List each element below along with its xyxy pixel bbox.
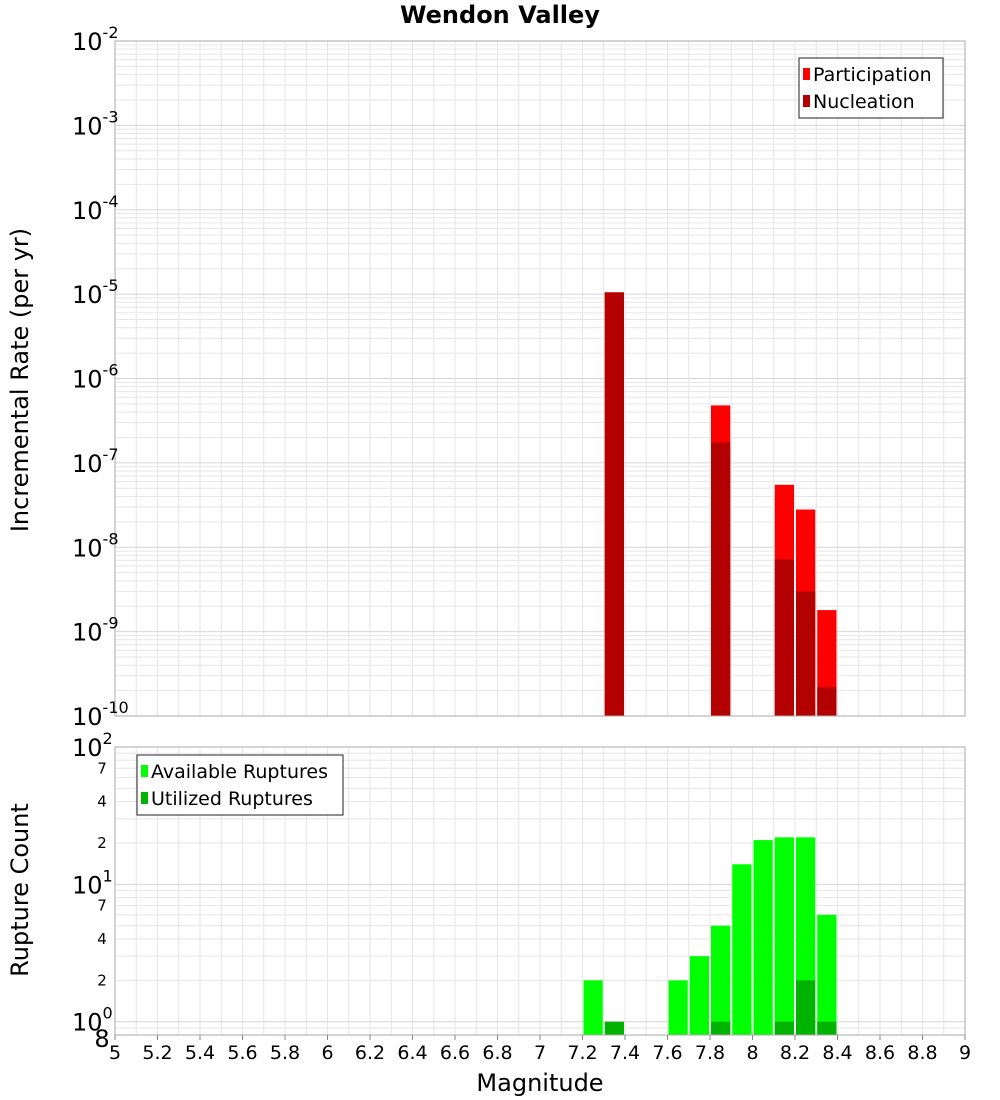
bar-available-ruptures: [711, 925, 731, 1035]
y-tick-label: 101: [72, 866, 113, 899]
legend-box: [136, 754, 344, 816]
bar-nucleation: [604, 292, 624, 716]
y-axis-label: Rupture Count: [6, 803, 34, 977]
legend-swatch: [141, 792, 148, 804]
y-minor-tick-label: 8: [94, 1025, 109, 1053]
legend-label: Participation: [813, 64, 932, 86]
x-tick-label: 9: [959, 1042, 971, 1064]
legend-swatch: [803, 95, 810, 107]
x-tick-label: 6: [321, 1042, 333, 1064]
y-tick-label: 10-10: [72, 698, 129, 731]
bar-available-ruptures: [689, 956, 709, 1035]
x-tick-label: 5: [109, 1042, 121, 1064]
rate-panel: 10-10 10-9 10-8 10-7 10-6 10-5 10-4 10-3 10-2 Inc…: [6, 23, 966, 731]
x-tick-label: 7.8: [695, 1042, 725, 1064]
legend-label: Utilized Ruptures: [151, 788, 313, 810]
y-axis-label: Incremental Rate (per yr): [6, 228, 34, 532]
x-tick-label: 5.6: [227, 1042, 257, 1064]
x-tick-label: 5.4: [185, 1042, 215, 1064]
x-tick-label: 8.2: [780, 1042, 810, 1064]
chart-title: Wendon Valley: [400, 1, 600, 29]
y-tick-label: 10-5: [72, 276, 119, 309]
bar-nucleation: [711, 442, 731, 716]
x-tick-label: 8.8: [907, 1042, 937, 1064]
y-tick-label: 10-2: [72, 23, 119, 56]
bar-available-ruptures: [668, 980, 688, 1035]
y-tick-label: 10-9: [72, 614, 119, 647]
x-tick-label: 8.6: [865, 1042, 895, 1064]
bar-utilized-ruptures: [604, 1021, 624, 1035]
y-minor-tick-label: 7: [97, 759, 107, 777]
bar-available-ruptures: [817, 914, 837, 1035]
x-tick-label: 6.6: [440, 1042, 470, 1064]
legend-label: Nucleation: [813, 91, 915, 113]
bar-available-ruptures: [774, 837, 794, 1035]
x-axis-label: Magnitude: [476, 1069, 603, 1097]
y-tick-label: 10-4: [72, 192, 119, 225]
y-minor-tick-label: 7: [97, 897, 107, 915]
x-tick-label: 6.8: [482, 1042, 512, 1064]
bar-nucleation: [774, 559, 794, 716]
y-tick-label: 10-8: [72, 529, 119, 562]
bar-available-ruptures: [732, 864, 752, 1035]
x-tick-label: 5.8: [270, 1042, 300, 1064]
y-tick-label: 100: [72, 1004, 113, 1037]
x-tick-label: 7.6: [652, 1042, 682, 1064]
legend-label: Available Ruptures: [151, 761, 328, 783]
y-minor-tick-label: 2: [97, 834, 107, 852]
bar-utilized-ruptures: [711, 1021, 731, 1035]
x-tick-label: 6.4: [397, 1042, 427, 1064]
x-tick-label: 7.4: [610, 1042, 640, 1064]
y-tick-label: 102: [72, 729, 113, 762]
legend-swatch: [803, 68, 810, 80]
y-tick-label: 10-7: [72, 445, 119, 478]
bar-available-ruptures: [583, 980, 603, 1035]
bar-utilized-ruptures: [774, 1021, 794, 1035]
x-tick-label: 8: [746, 1042, 758, 1064]
y-tick-label: 10-3: [72, 107, 119, 140]
x-tick-label: 7: [534, 1042, 546, 1064]
x-tick-label: 5.2: [142, 1042, 172, 1064]
y-tick-label: 10-6: [72, 361, 119, 394]
x-tick-label: 7.2: [567, 1042, 597, 1064]
bar-utilized-ruptures: [817, 1021, 837, 1035]
count-panel: 100 101 102 8 2 4 7 2 4 7 Rupture Count Available R…: [6, 729, 966, 1053]
y-minor-tick-label: 4: [97, 793, 107, 811]
bar-utilized-ruptures: [796, 980, 816, 1035]
bar-available-ruptures: [753, 840, 773, 1035]
x-tick-label: 8.4: [822, 1042, 852, 1064]
y-minor-tick-label: 2: [97, 971, 107, 989]
legend-box: [798, 57, 944, 119]
legend-swatch: [141, 765, 148, 777]
plot-frame: [114, 40, 966, 717]
x-tick-label: 6.2: [355, 1042, 385, 1064]
bar-nucleation: [817, 687, 837, 716]
x-axis: 5 5.2 5.4 5.6 5.8 6 6.2 6.4 6.6 6.8 7 7.2 7.4 7.6 7.8 8…: [109, 1035, 971, 1064]
y-minor-tick-label: 4: [97, 930, 107, 948]
bar-nucleation: [796, 591, 816, 716]
